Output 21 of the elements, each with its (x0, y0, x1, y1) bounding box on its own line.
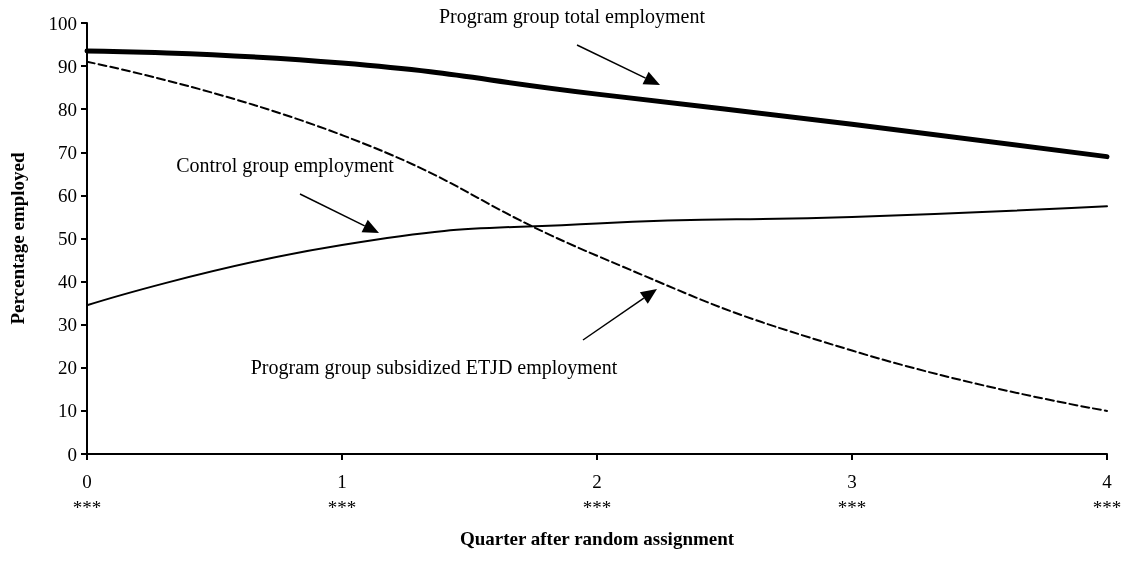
x-axis-title: Quarter after random assignment (459, 528, 735, 549)
y-tick-label: 0 (67, 443, 77, 465)
y-tick-label: 50 (58, 228, 77, 249)
annotation: Program group total employment (438, 5, 706, 28)
y-tick-label: 10 (58, 400, 77, 422)
y-tick-label: 40 (58, 271, 77, 293)
y-axis-title: Percentage employed (7, 151, 28, 325)
x-tick-label: 0 *** (72, 470, 102, 518)
y-tick-label: 30 (58, 314, 77, 336)
y-tick-label: 90 (58, 55, 77, 77)
y-tick-label: 70 (58, 141, 77, 163)
x-tick-label: 1 *** (327, 470, 357, 518)
y-tick-label: 100 (48, 12, 77, 34)
x-tick-label: 2 *** (582, 470, 612, 518)
y-tick-label: 80 (58, 98, 77, 120)
x-tick-label: 4 *** (1092, 470, 1122, 518)
annotation: Control group employment (176, 154, 395, 177)
y-tick-label: 60 (58, 184, 77, 206)
x-tick-label: 3 *** (837, 470, 867, 518)
annotation: Program group subsidized ETJD employment (250, 356, 618, 379)
y-tick-label: 20 (58, 357, 77, 379)
